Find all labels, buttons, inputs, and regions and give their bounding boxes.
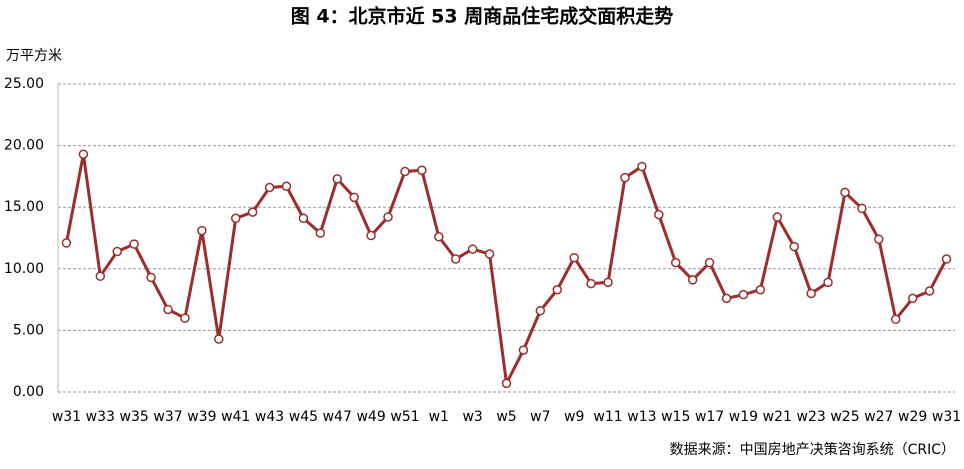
chart-title: 图 4：北京市近 53 周商品住宅成交面积走势 [291,5,674,28]
x-tick-label: w19 [729,409,758,425]
marker [654,209,664,220]
marker [400,166,410,177]
marker [112,246,122,257]
marker [467,244,478,254]
x-tick-label: w17 [695,409,724,425]
x-tick-label: w3 [462,409,482,425]
marker [61,238,72,248]
x-tick-label: w13 [627,409,656,425]
marker [586,278,596,289]
marker [264,182,275,193]
marker [78,149,89,159]
marker [670,257,681,268]
x-tick-label: w37 [153,409,182,425]
marker [281,181,292,192]
x-tick-label: w29 [898,409,927,425]
marker [637,161,647,172]
marker [569,252,579,263]
x-tick-label: w1 [429,409,449,425]
marker [129,239,139,249]
x-tick-label: w47 [323,409,352,425]
marker [924,286,935,296]
marker [214,334,224,344]
marker [941,254,952,264]
x-tick-label: w23 [797,409,826,425]
marker [789,241,799,252]
marker [247,207,258,217]
marker [907,293,918,304]
x-tick-label: w21 [763,409,792,425]
marker [840,187,850,198]
marker [383,212,393,222]
x-tick-label: w9 [564,409,584,425]
x-tick-label: w7 [530,409,550,425]
marker [95,271,106,281]
marker [772,212,783,222]
y-tick-label: 15.00 [4,199,44,215]
marker [552,284,563,295]
marker [450,254,461,264]
y-tick-label: 10.00 [4,261,44,277]
y-tick-label: 25.00 [4,76,44,92]
marker [434,232,444,242]
marker [874,234,884,244]
source-note: 数据来源：中国房地产决策咨询系统（CRIC） [670,441,955,458]
marker [755,284,766,295]
marker [721,293,732,304]
marker [535,305,546,316]
y-tick-label: 0.00 [13,384,44,400]
x-tick-label: w39 [187,409,216,425]
y-tick-label: 20.00 [4,138,44,154]
marker [163,304,173,315]
marker [349,192,359,203]
x-tick-label: w41 [221,409,250,425]
x-tick-label: w15 [661,409,690,425]
marker [806,288,816,299]
marker [180,313,190,323]
marker [197,225,207,236]
x-tick-label: w31 [932,409,961,425]
marker [823,277,833,288]
marker [891,314,901,325]
marker [738,289,749,300]
x-tick-label: w45 [289,409,318,425]
marker [417,165,427,175]
x-tick-label: w11 [593,409,622,425]
x-tick-label: w31 [52,409,81,425]
x-tick-label: w5 [496,409,516,425]
marker [857,203,867,214]
x-tick-label: w33 [86,409,115,425]
x-tick-label: w51 [390,409,419,425]
x-tick-label: w25 [830,409,859,425]
marker [704,257,715,268]
marker [518,345,529,355]
marker [501,378,512,389]
y-tick-label: 5.00 [13,322,44,338]
marker [366,230,376,241]
marker [484,249,495,259]
marker [230,213,241,224]
marker [687,275,698,285]
marker [146,272,156,283]
x-tick-label: w43 [255,409,284,425]
y-axis-unit: 万平方米 [6,48,62,64]
marker [298,213,309,224]
x-tick-label: w27 [864,409,893,425]
marker [603,277,613,288]
x-tick-label: w49 [356,409,385,425]
marker [315,228,326,238]
marker [332,174,343,184]
x-tick-label: w35 [120,409,149,425]
marker [620,172,630,183]
